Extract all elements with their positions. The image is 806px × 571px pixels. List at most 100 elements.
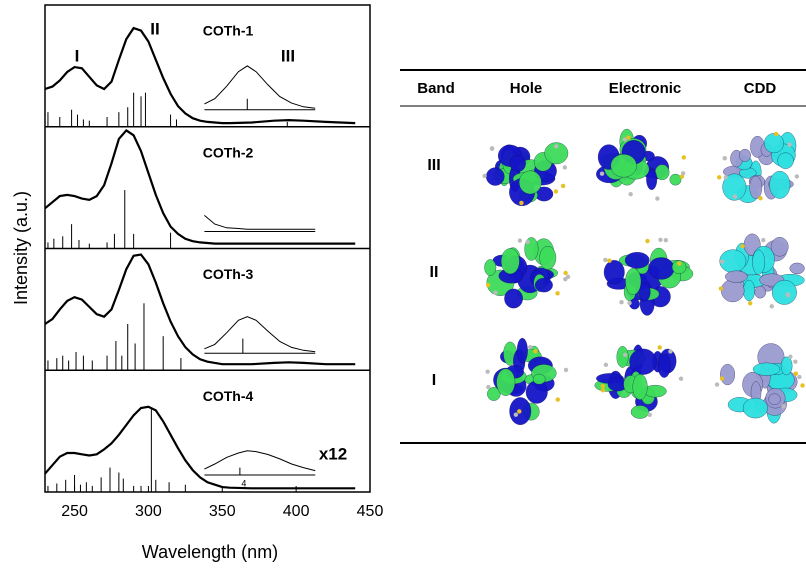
atom bbox=[795, 174, 799, 178]
orbital-lobe bbox=[771, 237, 788, 256]
atom bbox=[758, 196, 762, 200]
table-header: CDD bbox=[744, 80, 777, 97]
orbital-lobe bbox=[790, 263, 805, 274]
orbital-lobe bbox=[720, 364, 735, 385]
atom bbox=[490, 146, 494, 150]
atom bbox=[677, 261, 681, 265]
peak-label: II bbox=[150, 19, 159, 38]
orbital-lobe bbox=[648, 257, 674, 279]
atom bbox=[566, 275, 570, 279]
atom bbox=[601, 388, 605, 392]
atom bbox=[603, 258, 607, 262]
atom bbox=[486, 283, 490, 287]
atom bbox=[564, 368, 568, 372]
atom bbox=[682, 155, 686, 159]
x-tick-label: 250 bbox=[61, 503, 88, 520]
atom bbox=[720, 259, 724, 263]
orbital-lobe bbox=[655, 165, 669, 180]
inset-line bbox=[204, 451, 315, 471]
atom bbox=[720, 376, 724, 380]
spectrum-line bbox=[45, 255, 355, 365]
atom bbox=[528, 345, 532, 349]
orbital-lobe bbox=[750, 176, 762, 199]
panel-title: COTh-2 bbox=[203, 144, 254, 160]
atom bbox=[785, 292, 789, 296]
atom bbox=[645, 239, 649, 243]
table-header: Electronic bbox=[609, 80, 682, 97]
atom bbox=[533, 349, 537, 353]
atom bbox=[761, 238, 765, 242]
orbital-lobe bbox=[743, 398, 768, 418]
atom bbox=[493, 290, 497, 294]
orbital-lobe bbox=[753, 363, 780, 376]
orbital-lobe bbox=[629, 349, 656, 375]
x-axis-label: Wavelength (nm) bbox=[142, 542, 278, 562]
orbital-lobe bbox=[625, 268, 641, 295]
atom bbox=[658, 345, 662, 349]
panel-title: COTh-3 bbox=[203, 266, 254, 282]
atom bbox=[655, 196, 659, 200]
atom bbox=[793, 360, 797, 364]
x-tick-label: 350 bbox=[209, 503, 236, 520]
orbital-lobe bbox=[617, 346, 629, 367]
atom bbox=[794, 371, 798, 375]
inset-line bbox=[204, 215, 315, 229]
atom bbox=[648, 413, 652, 417]
atom bbox=[601, 384, 605, 388]
atom bbox=[717, 175, 721, 179]
atom bbox=[486, 385, 490, 389]
orbital-lobe bbox=[519, 171, 541, 194]
atom bbox=[681, 171, 685, 175]
atom bbox=[719, 286, 723, 290]
orbital-lobe bbox=[778, 153, 794, 169]
atom bbox=[554, 189, 558, 193]
atom bbox=[787, 143, 791, 147]
orbital-lobe bbox=[540, 246, 556, 269]
atom bbox=[554, 144, 558, 148]
panel-title: COTh-4 bbox=[203, 388, 254, 404]
spectrum-line bbox=[45, 407, 355, 489]
atom bbox=[733, 194, 737, 198]
orbital-lobe bbox=[764, 133, 783, 152]
orbital-lobe bbox=[755, 286, 766, 298]
band-label: II bbox=[430, 264, 439, 281]
atom bbox=[518, 238, 522, 242]
orbital-lobe bbox=[769, 171, 790, 198]
orbital-lobe bbox=[533, 374, 545, 384]
atom bbox=[525, 240, 529, 244]
spectrum-line bbox=[45, 130, 355, 243]
atom bbox=[514, 413, 518, 417]
orbital-lobe bbox=[739, 149, 751, 162]
atom bbox=[788, 355, 792, 359]
orbital-lobe bbox=[725, 271, 747, 283]
orbital-lobe bbox=[504, 289, 522, 308]
inset-line bbox=[204, 317, 315, 352]
atom bbox=[774, 132, 778, 136]
atom bbox=[797, 375, 801, 379]
x-tick-label: 300 bbox=[135, 503, 162, 520]
orbital-lobe bbox=[484, 259, 496, 275]
orbital-lobe bbox=[633, 374, 648, 400]
atom bbox=[519, 201, 523, 205]
orbital-lobe bbox=[497, 369, 515, 396]
inset-line bbox=[204, 66, 315, 108]
atom bbox=[724, 175, 728, 179]
orbital-lobe bbox=[658, 354, 671, 378]
atom bbox=[679, 376, 683, 380]
orbital-lobe bbox=[769, 394, 781, 405]
atom bbox=[563, 165, 567, 169]
atom bbox=[627, 301, 631, 305]
table-header: Band bbox=[417, 80, 455, 97]
atom bbox=[619, 300, 623, 304]
x-tick-label: 400 bbox=[283, 503, 310, 520]
peak-label: III bbox=[281, 46, 295, 65]
atom bbox=[723, 156, 727, 160]
atom bbox=[770, 304, 774, 308]
orbital-lobe bbox=[501, 248, 519, 274]
atom bbox=[482, 174, 486, 178]
atom bbox=[668, 349, 672, 353]
atom bbox=[628, 192, 632, 196]
table-header: Hole bbox=[510, 80, 543, 97]
panel-title: COTh-1 bbox=[203, 23, 254, 39]
orbital-lobe bbox=[752, 250, 764, 275]
